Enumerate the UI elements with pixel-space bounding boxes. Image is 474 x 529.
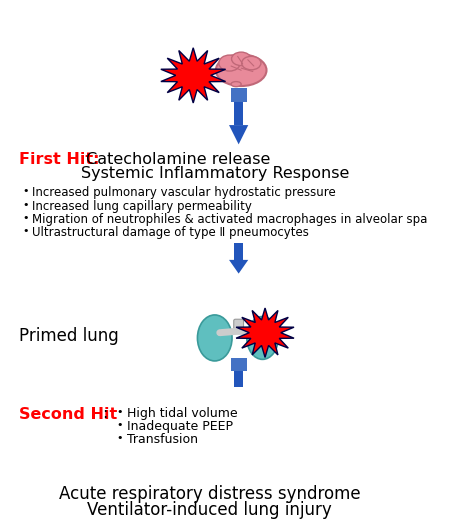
Text: Migration of neutrophiles & activated macrophages in alveolar spa: Migration of neutrophiles & activated ma…	[33, 213, 428, 225]
Ellipse shape	[231, 52, 251, 66]
Ellipse shape	[216, 54, 266, 86]
FancyBboxPatch shape	[234, 371, 243, 389]
Text: •: •	[22, 199, 28, 209]
FancyBboxPatch shape	[231, 358, 246, 371]
Polygon shape	[229, 125, 248, 144]
Text: Primed lung: Primed lung	[18, 327, 118, 345]
Polygon shape	[161, 48, 226, 103]
Text: Second Hit: Second Hit	[18, 407, 117, 422]
Text: First Hit:: First Hit:	[18, 152, 99, 167]
Ellipse shape	[231, 81, 241, 87]
Text: •: •	[116, 420, 123, 430]
Polygon shape	[236, 308, 294, 358]
Text: Ultrastructural damage of type Ⅱ pneumocytes: Ultrastructural damage of type Ⅱ pneumoc…	[33, 226, 310, 239]
Text: Increased pulmonary vascular hydrostatic pressure: Increased pulmonary vascular hydrostatic…	[33, 187, 336, 199]
Text: Transfusion: Transfusion	[127, 433, 198, 446]
Ellipse shape	[247, 316, 278, 359]
Text: Systemic Inflammatory Response: Systemic Inflammatory Response	[82, 166, 350, 181]
FancyBboxPatch shape	[231, 88, 246, 102]
FancyBboxPatch shape	[234, 319, 244, 334]
Text: Ventilator-induced lung injury: Ventilator-induced lung injury	[87, 501, 332, 519]
Ellipse shape	[242, 56, 261, 70]
Text: •: •	[116, 407, 123, 417]
Text: Acute respiratory distress syndrome: Acute respiratory distress syndrome	[59, 485, 361, 503]
Text: Inadequate PEEP: Inadequate PEEP	[127, 420, 233, 433]
Text: Increased lung capillary permeability: Increased lung capillary permeability	[33, 199, 252, 213]
Polygon shape	[229, 389, 248, 403]
Ellipse shape	[198, 315, 232, 361]
FancyBboxPatch shape	[234, 102, 243, 125]
Polygon shape	[229, 466, 248, 479]
Text: •: •	[116, 433, 123, 443]
Text: Catecholamine release: Catecholamine release	[82, 152, 271, 167]
Ellipse shape	[219, 55, 240, 71]
Text: :: :	[102, 406, 108, 421]
Polygon shape	[229, 260, 248, 273]
Text: High tidal volume: High tidal volume	[127, 407, 237, 420]
Text: •: •	[22, 213, 28, 223]
FancyBboxPatch shape	[234, 243, 243, 260]
FancyBboxPatch shape	[234, 449, 243, 466]
Text: •: •	[22, 187, 28, 196]
Text: •: •	[22, 226, 28, 236]
